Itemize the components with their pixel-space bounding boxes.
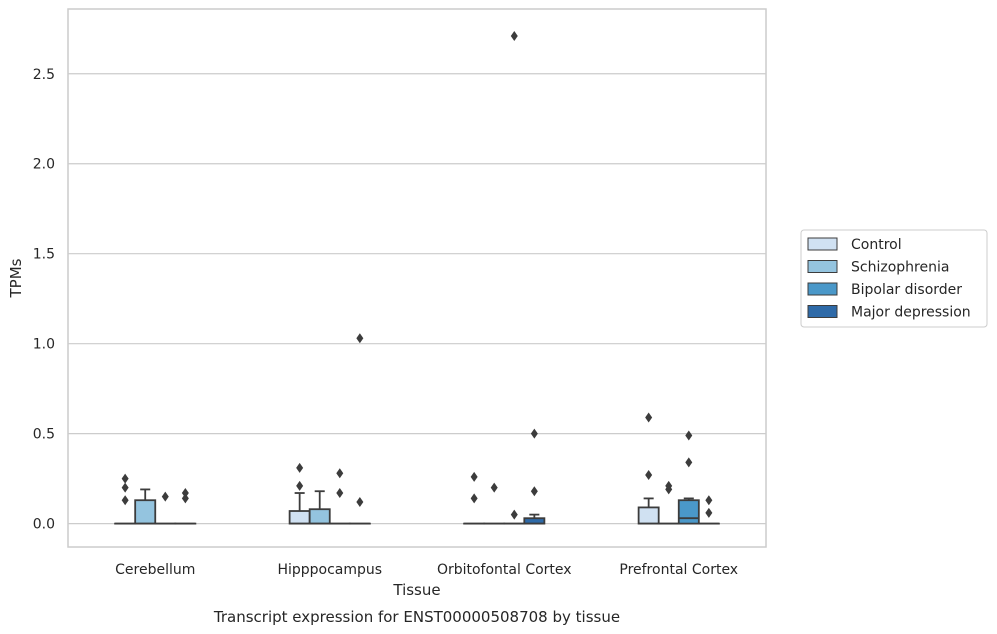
legend-entry: Schizophrenia [851,260,949,276]
outlier-point [356,497,364,508]
legend-swatch [807,260,838,273]
outlier-point [296,480,304,491]
outlier-point [121,473,129,484]
x-tick-labels: Cerebellum Hipppocampus Orbitofontal Corte… [115,562,738,578]
legend: Control Schizophrenia Bipolar disorder Majo… [800,229,988,328]
box-2-1 [483,482,506,525]
box-3-3 [697,495,720,525]
outlier-point [336,468,344,479]
outlier-point [490,482,498,493]
outlier-point [121,495,129,506]
y-tick-label: 0.5 [33,427,55,443]
legend-entry: Bipolar disorder [851,282,962,298]
outlier-point [665,480,673,491]
box-1-0 [288,462,311,525]
outlier-point [356,333,364,344]
outlier-point [685,430,693,441]
y-tick-label: 2.5 [33,67,55,83]
box-0-3 [174,488,197,525]
y-tick-label: 1.0 [33,337,55,353]
outlier-point [705,495,713,506]
outlier-point [470,471,478,482]
y-tick-label: 2.0 [33,157,55,173]
legend-entry: Control [851,237,902,253]
x-tick-label: Cerebellum [115,562,195,578]
plot-frame [67,8,767,548]
x-tick-label: Prefrontal Cortex [619,562,738,578]
box-0-2 [154,491,177,525]
box-1-3 [348,333,371,525]
box-3-2 [677,430,700,525]
y-tick-label: 1.5 [33,247,55,263]
y-tick-label: 0.0 [33,517,55,533]
box-body [308,508,331,525]
outlier-point [705,507,713,518]
box-body [637,506,660,525]
outlier-point [161,491,169,502]
outlier-point [181,488,189,499]
outlier-point [530,486,538,497]
legend-swatch [807,305,838,318]
outlier-point [645,470,653,481]
outlier-point [510,30,518,41]
box-body [677,499,700,525]
outlier-point [510,509,518,520]
box-body [288,510,311,525]
boxes [114,30,720,525]
box-3-0 [637,412,660,525]
outlier-point [685,457,693,468]
outlier-point [121,482,129,493]
legend-swatch [807,237,838,251]
box-0-1 [134,488,157,525]
y-axis-label: TPMs [7,258,25,298]
legend-frame [800,229,988,328]
outlier-point [645,412,653,423]
box-1-1 [308,490,331,525]
x-axis-label: Tissue [392,581,440,599]
box-body [134,499,157,525]
legend-swatch [807,282,838,296]
x-tick-label: Orbitofontal Cortex [437,562,572,578]
x-tick-label: Hipppocampus [277,562,382,578]
chart-caption: Transcript expression for ENST0000050870… [213,608,620,626]
outlier-point [296,462,304,473]
outlier-point [181,493,189,504]
outlier-point [530,428,538,439]
box-2-3 [523,428,546,525]
legend-entry: Major depression [851,305,971,321]
outlier-point [336,488,344,499]
y-tick-labels: 0.0 0.5 1.0 1.5 2.0 2.5 [33,67,55,533]
outlier-point [470,493,478,504]
